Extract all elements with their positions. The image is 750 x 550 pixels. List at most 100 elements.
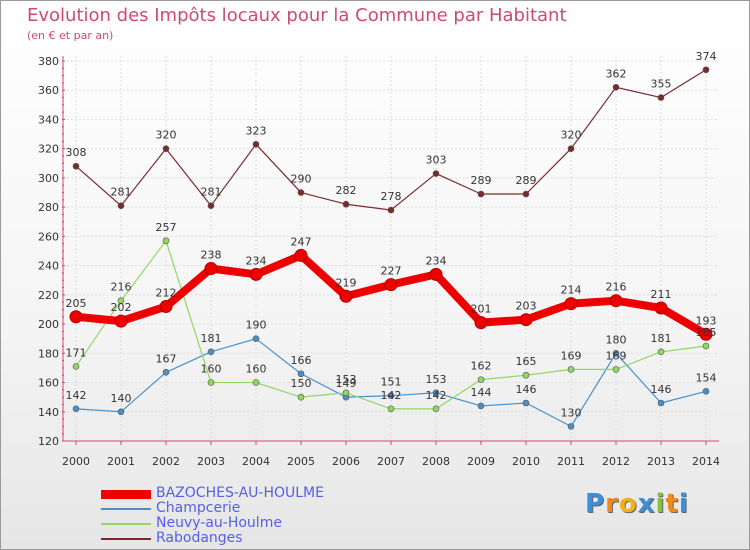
data-point bbox=[297, 393, 305, 401]
data-label: 281 bbox=[201, 186, 222, 199]
chart-subtitle: (en € et par an) bbox=[27, 29, 114, 42]
data-point bbox=[612, 350, 620, 357]
data-label: 227 bbox=[381, 265, 402, 278]
data-point bbox=[207, 348, 215, 356]
data-label: 308 bbox=[66, 146, 87, 159]
data-point bbox=[519, 313, 533, 327]
data-label: 142 bbox=[381, 389, 402, 402]
data-label: 171 bbox=[66, 346, 87, 359]
data-label: 185 bbox=[696, 326, 717, 339]
data-label: 278 bbox=[381, 190, 402, 203]
data-point bbox=[342, 389, 350, 397]
data-label: 153 bbox=[336, 373, 357, 386]
logo-letter: i bbox=[678, 489, 689, 519]
data-label: 142 bbox=[66, 389, 87, 402]
data-point bbox=[522, 399, 530, 407]
data-point bbox=[207, 379, 215, 386]
y-tick-label: 180 bbox=[38, 347, 59, 360]
y-tick-label: 200 bbox=[38, 318, 59, 331]
data-label: 144 bbox=[471, 386, 492, 399]
data-point bbox=[207, 202, 215, 209]
data-point bbox=[477, 376, 485, 383]
data-point bbox=[72, 405, 80, 413]
x-tick-label: 2010 bbox=[512, 455, 540, 468]
y-tick-label: 280 bbox=[38, 201, 59, 214]
data-point bbox=[387, 206, 395, 214]
data-point bbox=[252, 335, 260, 342]
logo-letter: r bbox=[605, 489, 619, 519]
x-tick-label: 2013 bbox=[647, 455, 675, 468]
x-tick-label: 2012 bbox=[602, 455, 630, 468]
data-label: 202 bbox=[111, 301, 132, 314]
x-tick-label: 2001 bbox=[107, 455, 135, 468]
data-label: 146 bbox=[651, 383, 672, 396]
data-point bbox=[657, 399, 665, 407]
data-point bbox=[114, 314, 128, 328]
data-point bbox=[477, 190, 485, 198]
data-point bbox=[432, 170, 440, 177]
legend-label: Neuvy-au-Houlme bbox=[156, 515, 282, 531]
legend-swatch bbox=[101, 538, 151, 540]
logo-letter: t bbox=[665, 489, 679, 519]
data-point bbox=[699, 327, 713, 341]
data-point bbox=[567, 423, 575, 430]
y-tick-label: 260 bbox=[38, 230, 59, 243]
legend-label: BAZOCHES-AU-HOULME bbox=[156, 485, 324, 501]
x-tick-label: 2007 bbox=[377, 455, 405, 468]
x-axis: 2000 2001 2002 2003 2004 2005 2006 2007 2008 2009… bbox=[62, 440, 720, 468]
data-label: 130 bbox=[561, 406, 582, 419]
y-axis: 120 140 160 180 200 220 240 260 280 300 320 340 360 3… bbox=[38, 55, 65, 448]
data-point bbox=[702, 66, 710, 74]
data-point bbox=[429, 267, 443, 281]
proxiti-logo: Proxiti bbox=[585, 489, 689, 519]
data-point bbox=[117, 408, 125, 416]
data-label: 355 bbox=[651, 78, 672, 91]
legend-swatch bbox=[101, 523, 151, 525]
data-point bbox=[432, 389, 440, 397]
data-label: 214 bbox=[561, 284, 582, 297]
data-point bbox=[339, 289, 353, 303]
data-label: 181 bbox=[651, 332, 672, 345]
data-point bbox=[474, 316, 488, 330]
data-label: 181 bbox=[201, 332, 222, 345]
data-label: 150 bbox=[291, 377, 312, 390]
data-point bbox=[387, 405, 395, 413]
data-label: 151 bbox=[381, 376, 402, 389]
data-point bbox=[162, 369, 170, 376]
data-label: 165 bbox=[516, 355, 537, 368]
data-point bbox=[657, 348, 665, 356]
data-point bbox=[342, 200, 350, 208]
data-label: 374 bbox=[696, 50, 717, 63]
data-label: 169 bbox=[606, 349, 627, 362]
data-label: 205 bbox=[66, 297, 87, 310]
data-label: 238 bbox=[201, 249, 222, 262]
data-label: 234 bbox=[426, 254, 447, 267]
data-point bbox=[657, 94, 665, 101]
data-point bbox=[252, 379, 260, 386]
data-point bbox=[162, 237, 170, 245]
data-label: 257 bbox=[156, 221, 177, 234]
data-point bbox=[612, 366, 620, 373]
x-tick-label: 2006 bbox=[332, 455, 360, 468]
data-label: 320 bbox=[156, 129, 177, 142]
y-tick-label: 360 bbox=[38, 84, 59, 97]
data-point bbox=[72, 162, 80, 170]
data-label: 303 bbox=[426, 154, 447, 167]
data-label: 212 bbox=[156, 287, 177, 300]
data-point bbox=[567, 145, 575, 152]
data-point bbox=[702, 342, 710, 350]
data-point bbox=[162, 145, 170, 152]
data-label: 162 bbox=[471, 360, 492, 373]
data-label: 169 bbox=[561, 349, 582, 362]
data-label: 323 bbox=[246, 124, 267, 137]
legend-label: Champcerie bbox=[156, 500, 241, 516]
y-tick-label: 240 bbox=[38, 260, 59, 273]
y-tick-label: 300 bbox=[38, 172, 59, 185]
data-label: 247 bbox=[291, 235, 312, 248]
legend-swatch bbox=[101, 489, 151, 499]
data-point bbox=[702, 388, 710, 395]
data-label: 234 bbox=[246, 254, 267, 267]
data-label: 282 bbox=[336, 184, 357, 197]
data-point bbox=[522, 371, 530, 379]
